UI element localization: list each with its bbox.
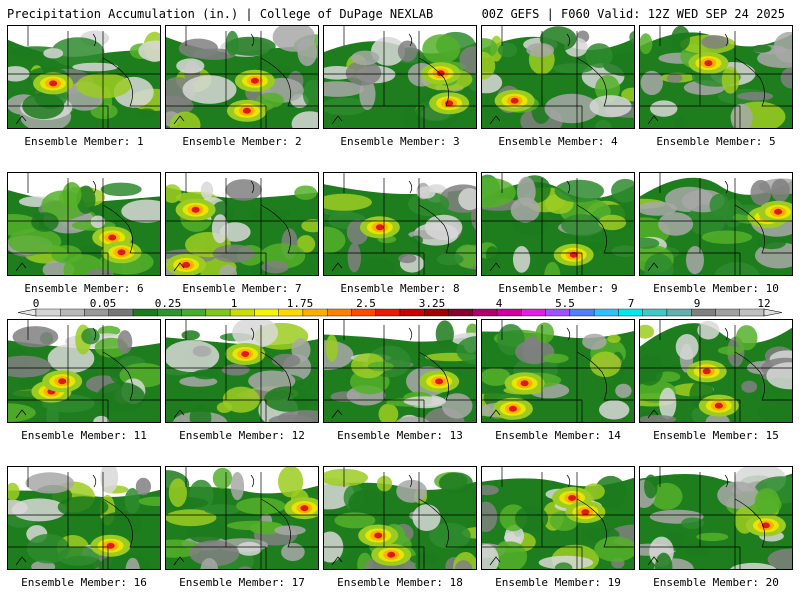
ensemble-member-map [7,319,161,423]
ensemble-member-map [639,466,793,570]
colorbar-swatch [375,308,401,317]
colorbar-tick-label: 5.5 [555,297,575,310]
colorbar-swatch [593,308,619,317]
ensemble-member-map [639,25,793,129]
ensemble-member-label: Ensemble Member: 16 [21,576,147,589]
colorbar-swatch [545,308,571,317]
ensemble-member-map [7,25,161,129]
ensemble-member-map [165,466,319,570]
colorbar-swatch [132,308,158,317]
colorbar-tick-label: 1.75 [286,297,314,310]
colorbar-tick-label: 0.25 [154,297,182,310]
colorbar-swatch [739,308,765,317]
colorbar-swatch [351,308,376,317]
header-title: Precipitation Accumulation (in.) | Colle… [7,7,434,21]
ensemble-member-map [323,466,477,570]
header-run-info: 00Z GEFS | F060 Valid: 12Z WED SEP 24 20… [481,7,785,21]
colorbar-swatch [108,308,134,317]
ensemble-member-map [323,319,477,423]
ensemble-member-map [481,25,635,129]
colorbar-swatch [302,308,328,317]
colorbar-swatch [157,308,182,317]
ensemble-member-label: Ensemble Member: 8 [340,282,460,295]
ensemble-member-label: Ensemble Member: 5 [656,135,776,148]
colorbar-swatch [642,308,668,317]
colorbar-swatch [448,308,473,317]
colorbar-tick-label: 9 [693,297,701,310]
ensemble-member-label: Ensemble Member: 9 [498,282,618,295]
colorbar-swatch [424,308,449,317]
colorbar-swatch [35,308,61,317]
ensemble-member-label: Ensemble Member: 10 [653,282,779,295]
colorbar-swatch [229,308,255,317]
colorbar-swatch [715,308,740,317]
colorbar-tick-label: 4 [495,297,503,310]
ensemble-member-map [481,172,635,276]
ensemble-member-label: Ensemble Member: 4 [498,135,618,148]
colorbar-tick-label: 3.25 [418,297,446,310]
colorbar-swatch [666,308,692,317]
colorbar-swatch [205,308,231,317]
ensemble-member-map [323,172,477,276]
ensemble-member-map [7,172,161,276]
colorbar-max-arrow [763,308,783,317]
colorbar-swatch [496,308,522,317]
ensemble-member-label: Ensemble Member: 15 [653,429,779,442]
ensemble-member-map [639,319,793,423]
colorbar-tick-label: 2.5 [356,297,376,310]
colorbar-swatch [254,308,279,317]
ensemble-member-label: Ensemble Member: 19 [495,576,621,589]
colorbar-swatch [691,308,716,317]
colorbar-swatch [521,308,546,317]
precipitation-colorbar [17,308,783,317]
ensemble-member-map [165,25,319,129]
ensemble-member-map [7,466,161,570]
ensemble-member-label: Ensemble Member: 3 [340,135,460,148]
colorbar-swatch [399,308,425,317]
ensemble-member-map [639,172,793,276]
colorbar-tick-label: 12 [757,297,771,310]
colorbar-swatch [327,308,352,317]
colorbar-swatch [84,308,109,317]
colorbar-min-arrow [17,308,37,317]
ensemble-member-label: Ensemble Member: 12 [179,429,305,442]
ensemble-member-label: Ensemble Member: 17 [179,576,305,589]
ensemble-member-label: Ensemble Member: 18 [337,576,463,589]
ensemble-member-label: Ensemble Member: 13 [337,429,463,442]
ensemble-member-label: Ensemble Member: 20 [653,576,779,589]
ensemble-member-label: Ensemble Member: 2 [182,135,302,148]
ensemble-member-map [323,25,477,129]
colorbar-swatch [181,308,207,317]
ensemble-member-label: Ensemble Member: 11 [21,429,147,442]
colorbar-tick-label: 0 [32,297,40,310]
ensemble-member-map [165,319,319,423]
colorbar-swatch [60,308,85,317]
ensemble-member-map [481,466,635,570]
colorbar-tick-label: 0.05 [89,297,117,310]
ensemble-member-label: Ensemble Member: 7 [182,282,302,295]
ensemble-member-map [481,319,635,423]
colorbar-tick-label: 1 [230,297,238,310]
colorbar-tick-label: 7 [627,297,635,310]
ensemble-member-label: Ensemble Member: 14 [495,429,621,442]
ensemble-member-map [165,172,319,276]
colorbar-swatch [618,308,643,317]
colorbar-swatch [569,308,595,317]
ensemble-member-label: Ensemble Member: 6 [24,282,144,295]
colorbar-swatch [472,308,498,317]
colorbar-swatch [278,308,304,317]
ensemble-member-label: Ensemble Member: 1 [24,135,144,148]
